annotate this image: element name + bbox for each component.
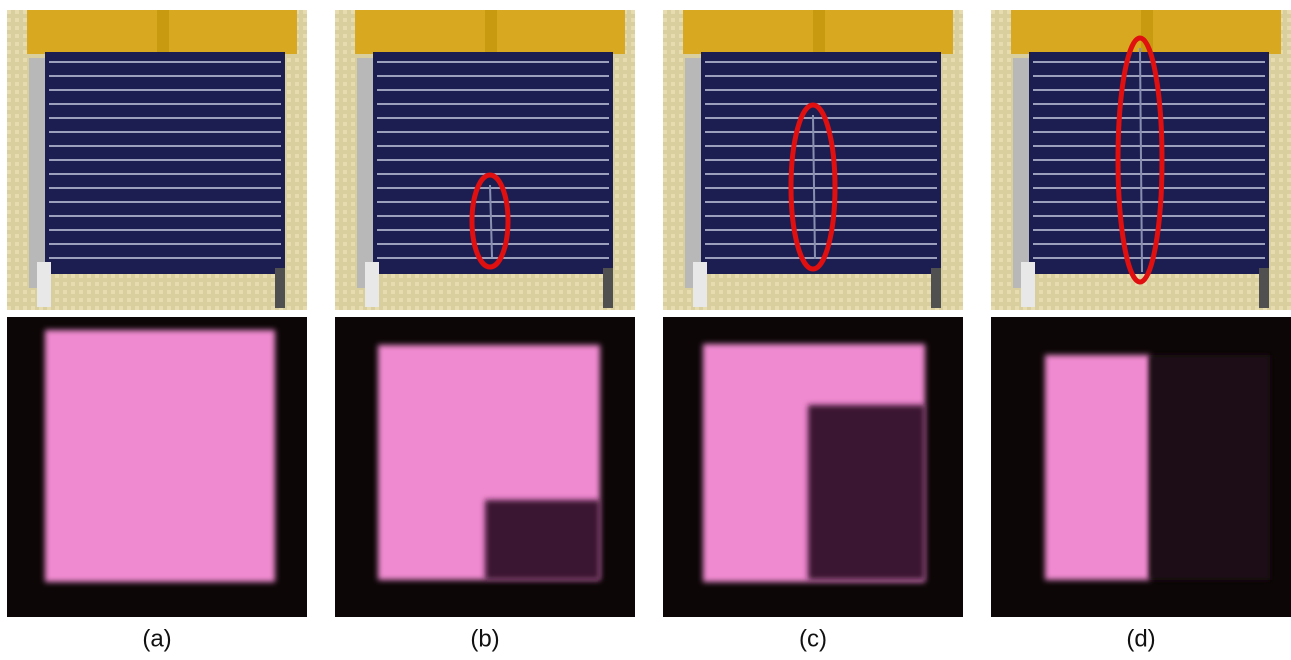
luminescent-area <box>1045 355 1150 580</box>
solar-cell <box>1029 52 1269 274</box>
contact <box>275 268 285 308</box>
panel-label: (b) <box>470 625 499 652</box>
body: (a)(b)(c)(d) (() => { const data = JSON.… <box>0 0 1291 660</box>
panel-label: (a) <box>142 625 171 652</box>
contact <box>1021 262 1035 307</box>
solar-cell <box>45 52 285 274</box>
contact <box>1259 268 1269 308</box>
el-image <box>7 317 307 617</box>
dark-area <box>485 500 600 580</box>
cell-photo <box>663 10 963 310</box>
solar-cell <box>373 52 613 274</box>
cell-photo <box>991 10 1291 310</box>
figure: (a) (b) (c) (d) <box>0 0 1291 660</box>
contact <box>37 262 51 307</box>
panel-label: (c) <box>799 625 827 652</box>
cell-photo <box>335 10 635 310</box>
dark-area <box>1150 355 1270 580</box>
contact <box>693 262 707 307</box>
dark-area <box>808 405 925 580</box>
panel-label: (d) <box>1126 625 1155 652</box>
luminescent-area <box>45 330 275 582</box>
el-image <box>663 317 963 617</box>
solar-cell <box>701 52 941 274</box>
contact <box>931 268 941 308</box>
cell-photo <box>7 10 307 310</box>
el-image <box>335 317 635 617</box>
page: {"panels": [{"label": "(a)"}, {"label": … <box>0 0 1291 660</box>
el-image <box>991 317 1291 617</box>
contact <box>603 268 613 308</box>
contact <box>365 262 379 307</box>
